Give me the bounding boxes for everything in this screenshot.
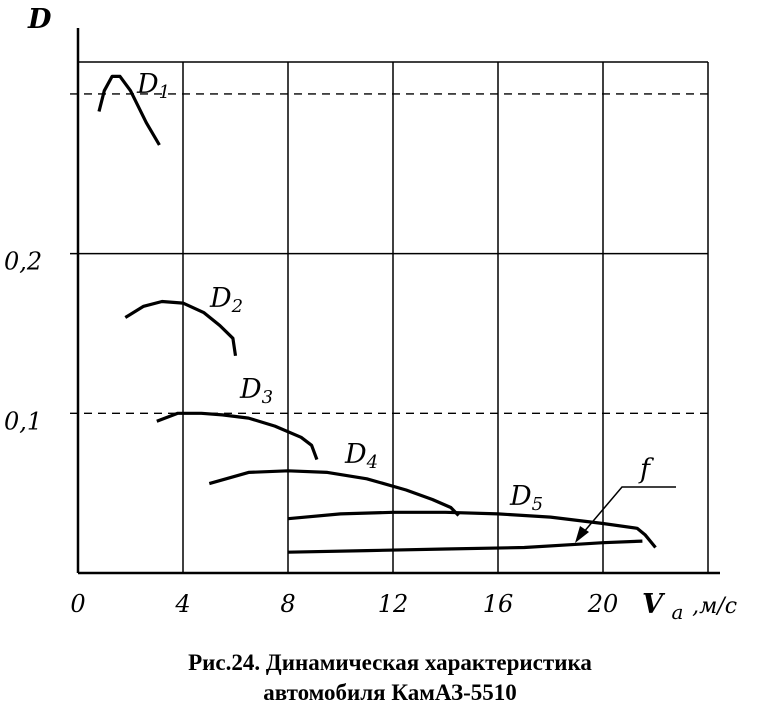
x-tick-label: 0 xyxy=(70,590,85,618)
x-tick-label: 20 xyxy=(587,590,619,618)
series-line-D2 xyxy=(124,299,238,357)
series xyxy=(97,74,657,554)
x-axis-label-sub: a xyxy=(672,600,684,624)
series-label-D5: D5 xyxy=(509,481,543,515)
x-axis-label-main: V xyxy=(642,589,666,620)
y-tick-label: 0,2 xyxy=(4,248,42,276)
chart: 0 4 8 12 16 20 0,1 0,2 D1 D2 D3 D4 D5 f D V a ,м/с xyxy=(4,4,737,626)
f-leader-line xyxy=(582,486,676,534)
series-label-f: f xyxy=(638,454,654,485)
series-label-D2: D2 xyxy=(209,283,243,317)
series-line-D3 xyxy=(156,411,319,461)
series-label-D1: D1 xyxy=(136,69,170,103)
x-tick-label: 12 xyxy=(378,590,409,618)
figure-caption-line1: Рис.24. Динамическая характеристика xyxy=(188,650,592,675)
x-tick-label: 4 xyxy=(174,590,190,618)
x-tick-label: 8 xyxy=(280,590,295,618)
y-axis-label: D xyxy=(27,4,52,35)
series-line-f xyxy=(287,539,643,554)
series-label-D4: D4 xyxy=(344,439,378,473)
y-tick-label: 0,1 xyxy=(4,407,42,435)
axes xyxy=(76,28,720,575)
x-tick-label: 16 xyxy=(483,590,514,618)
f-arrowhead xyxy=(575,526,589,543)
series-label-D3: D3 xyxy=(239,374,273,408)
series-labels: D1 D2 D3 D4 D5 f xyxy=(136,69,676,543)
grid xyxy=(70,61,709,573)
series-line-D4 xyxy=(208,469,460,517)
x-axis-label: V a ,м/с xyxy=(642,589,737,626)
tick-labels: 0 4 8 12 16 20 0,1 0,2 xyxy=(4,248,618,618)
series-line-D5 xyxy=(287,510,657,549)
figure-caption-line2: автомобиля КамАЗ-5510 xyxy=(263,680,517,705)
x-axis-label-unit: ,м/с xyxy=(692,594,737,619)
series-line-D1 xyxy=(97,74,161,146)
